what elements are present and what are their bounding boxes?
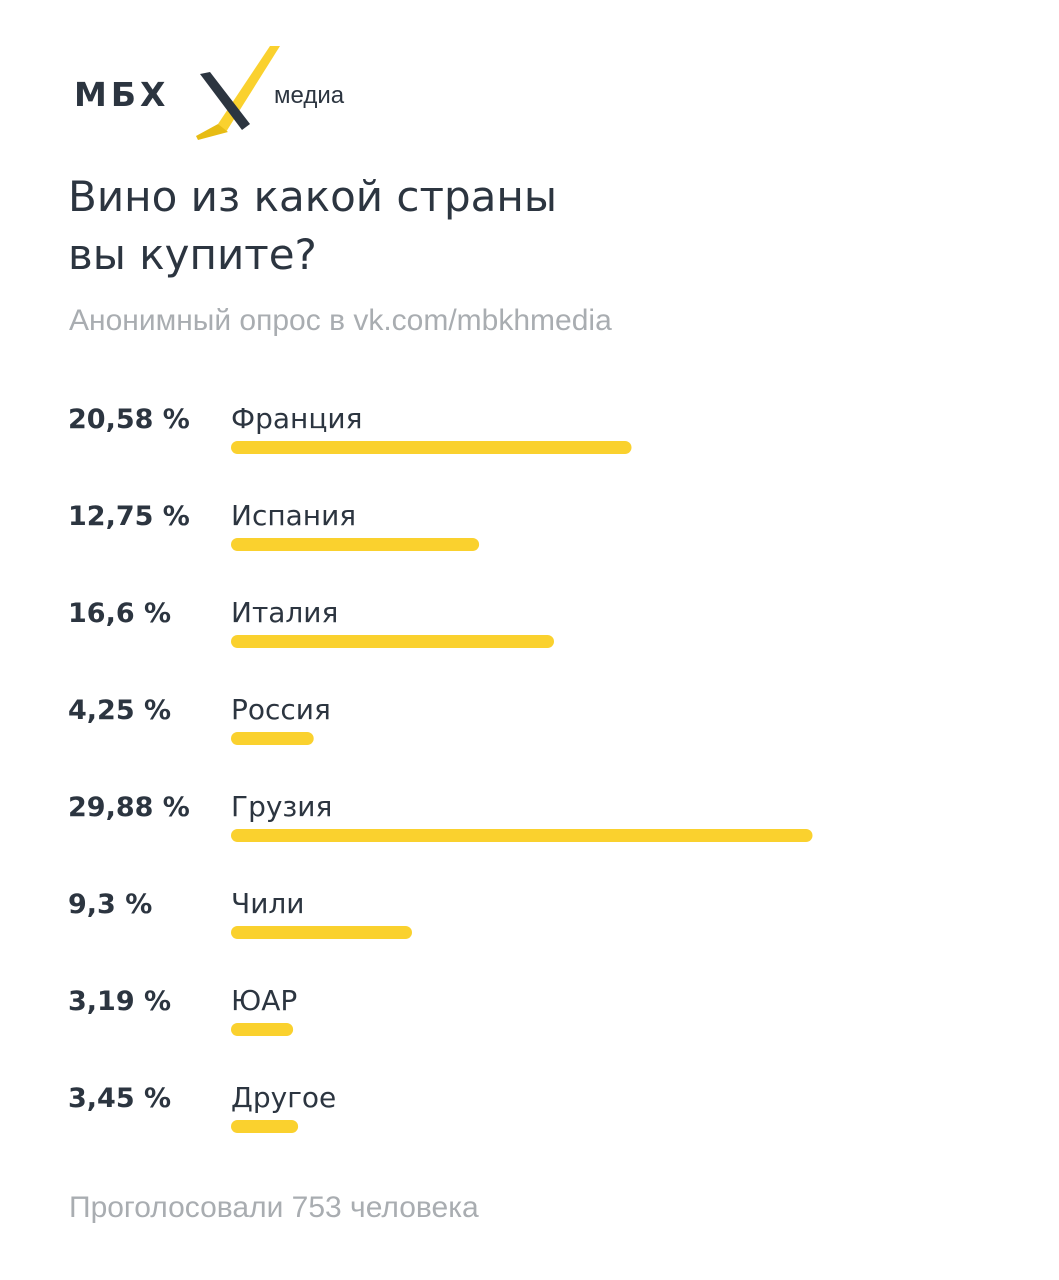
title-line-2: вы купите? <box>68 230 317 279</box>
bar <box>231 441 632 454</box>
brand-sub: медиа <box>274 82 345 109</box>
value-label: 9,3 % <box>68 889 152 920</box>
bar <box>231 926 412 939</box>
category-label: ЮАР <box>231 984 297 1017</box>
bar <box>231 732 314 745</box>
bar <box>231 1120 299 1133</box>
value-label: 4,25 % <box>68 695 171 726</box>
value-label: 3,19 % <box>68 986 171 1017</box>
chart-title: Вино из какой страны вы купите? <box>68 168 768 284</box>
bar <box>231 829 813 842</box>
category-label: Италия <box>231 596 338 629</box>
value-label: 29,88 % <box>68 792 190 823</box>
value-label: 20,58 % <box>68 404 190 435</box>
bar <box>231 635 554 648</box>
category-label: Чили <box>231 887 305 920</box>
brand-name: МБХ <box>74 75 170 114</box>
vote-count: Проголосовали 753 человека <box>69 1191 479 1224</box>
bar <box>231 538 480 551</box>
category-label: Россия <box>231 693 331 726</box>
value-label: 12,75 % <box>68 501 190 532</box>
bar <box>231 1023 294 1036</box>
category-label: Франция <box>231 402 362 435</box>
category-label: Испания <box>231 499 356 532</box>
title-line-1: Вино из какой страны <box>68 172 557 221</box>
category-label: Другое <box>231 1081 336 1114</box>
brand-logo: МБХ медиа <box>74 44 374 144</box>
chart-subtitle: Анонимный опрос в vk.com/mbkhmedia <box>69 304 612 337</box>
value-label: 16,6 % <box>68 598 171 629</box>
value-label: 3,45 % <box>68 1083 171 1114</box>
x-mark-icon <box>196 46 280 140</box>
category-label: Грузия <box>231 790 332 823</box>
